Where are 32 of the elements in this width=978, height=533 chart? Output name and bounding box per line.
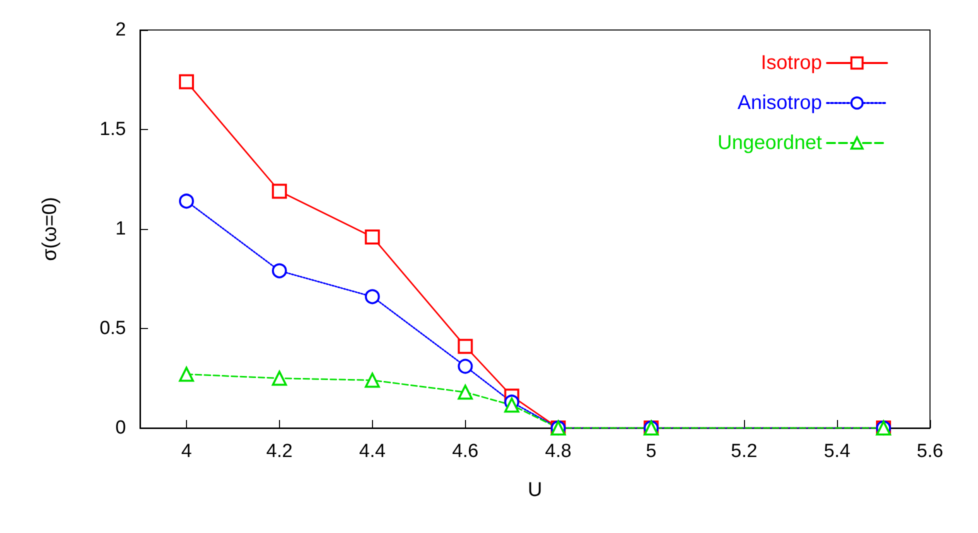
x-tick-label: 4.6 (452, 441, 479, 462)
y-tick-label: 1 (115, 218, 126, 240)
point (178, 366, 194, 382)
y-tick-label: 0.5 (100, 318, 126, 339)
legend-label: Isotrop (760, 52, 822, 74)
y-tick-label: 1.5 (100, 119, 126, 140)
x-tick-label: 4 (181, 441, 192, 462)
x-tick-label: 4.2 (266, 441, 293, 462)
legend-label: Anisotrop (738, 92, 822, 114)
point (458, 358, 473, 374)
point (458, 384, 473, 400)
x-tick-label: 4.4 (359, 441, 386, 462)
x-tick-label: 5.6 (916, 441, 944, 462)
point (364, 289, 380, 304)
point (272, 184, 287, 199)
x-tick-label: 5.2 (730, 441, 758, 462)
point (178, 194, 194, 209)
x-tick-label: 5.4 (824, 441, 851, 462)
point (178, 74, 194, 90)
x-axis-title: U (528, 479, 542, 501)
point (458, 338, 473, 354)
point (504, 398, 520, 413)
point (364, 229, 380, 244)
x-tick-label: 4.8 (545, 441, 572, 462)
x-tick-label: 5 (646, 441, 656, 462)
y-axis-title: σ(ω=0) (39, 196, 61, 262)
y-tick-label: 2 (115, 20, 126, 40)
legend-label: Ungeordnet (717, 132, 822, 154)
point (272, 263, 287, 278)
point (364, 372, 380, 388)
y-tick-label: 0 (115, 418, 126, 438)
point (272, 370, 287, 386)
